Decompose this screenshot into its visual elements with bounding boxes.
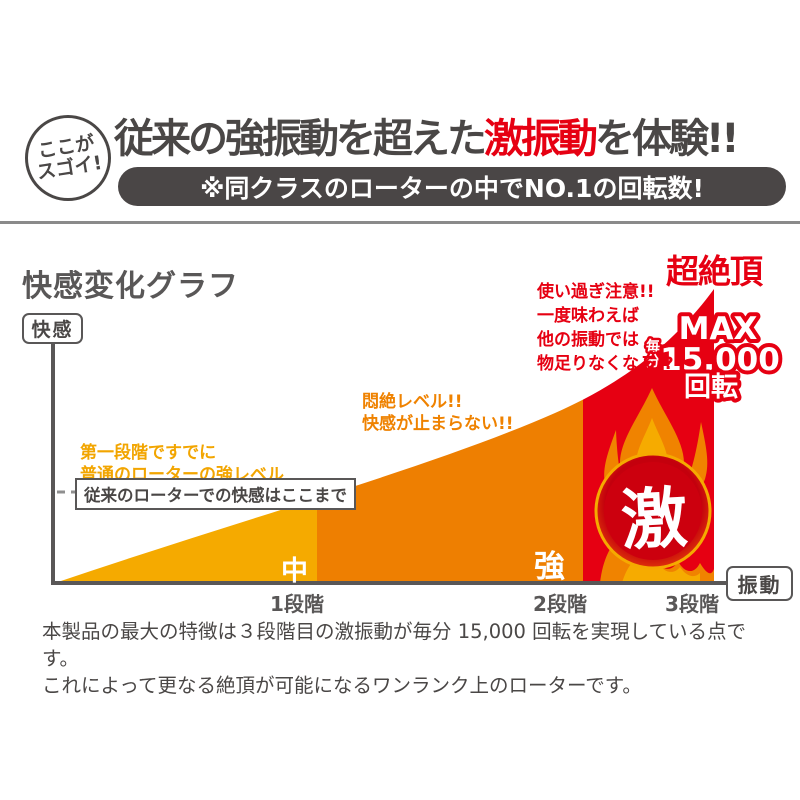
stage3-annotation: 使い過ぎ注意!! 一度味わえば 他の振動では 物足りなくなる!? [537,280,674,377]
headline-suffix: を体験!! [595,116,739,162]
highlight-badge: ここが スゴイ! [25,115,111,201]
subtitle-text: ※同クラスのローターの中でNO.1の回転数! [200,173,704,203]
baseline-note: 従来のローターでの快感はここまで [75,478,357,510]
highlight-badge-text: ここが スゴイ! [32,132,103,184]
y-axis-label: 快感 [22,313,83,344]
x-tick-stage3: 3段階 [665,592,719,616]
subtitle-banner: ※同クラスのローターの中でNO.1の回転数! [118,167,786,206]
segment-stage1-label: 中 [281,556,308,587]
description-line2: これによって更なる絶頂が可能になるワンランク上のローターです。 [42,673,642,697]
max-rotation-callout: MAX 毎 分 15,000 回転 [644,307,784,407]
segment-stage2-label: 強 [534,549,565,585]
x-axis-label: 振動 [726,566,793,601]
geki-emblem-character: 激 [619,479,690,560]
headline-highlight: 激振動 [484,116,598,162]
stage3-annotation-line3: 他の振動では [537,330,639,351]
max-label: MAX [679,311,758,347]
stage2-annotation-line1: 悶絶レベル!! [362,392,463,412]
description-line1: 本製品の最大の特徴は３段階目の激振動が毎分 15,000 回転を実現している点で… [42,620,747,670]
max-unit-bottom: 分 [646,354,660,370]
max-value: 15,000 [660,342,780,378]
max-suffix: 回転 [684,372,738,403]
max-unit-top: 毎 [646,338,660,355]
stage3-annotation-line4: 物足りなくなる!? [537,354,674,375]
x-tick-stage1: 1段階 [270,592,324,616]
stage2-annotation-line2: 快感が止まらない!! [362,414,514,435]
peak-label: 超絶頂 [666,252,763,291]
flame-icon [594,388,714,583]
headline-prefix: 従来の強振動を超えた [114,116,487,162]
stage2-annotation: 悶絶レベル!! 快感が止まらない!! [362,391,514,436]
product-description: 本製品の最大の特徴は３段階目の激振動が毎分 15,000 回転を実現している点で… [42,619,772,700]
stage3-annotation-line1: 使い過ぎ注意!! [537,282,655,302]
chart-title: 快感変化グラフ [22,269,239,304]
headline: 従来の強振動を超えた激振動を体験!! [114,106,800,164]
stage3-annotation-line2: 一度味わえば [537,306,639,327]
section-divider [0,221,800,224]
segment-stage1-area [55,498,317,583]
stage1-annotation-line1: 第一段階ですでに [80,443,217,463]
segment-stage2-area [317,399,583,583]
x-tick-stage2: 2段階 [533,592,587,616]
